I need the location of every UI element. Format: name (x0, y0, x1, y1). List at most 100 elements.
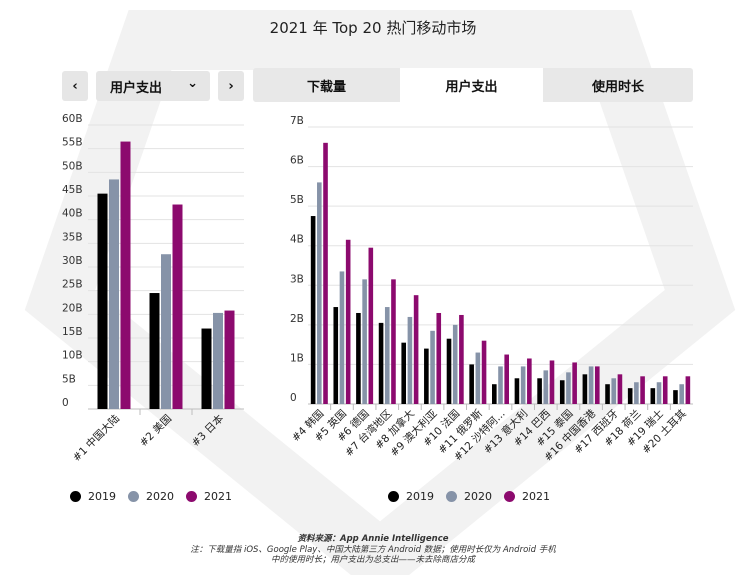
bar-2019 (514, 378, 520, 404)
y-tick-label: 15B (62, 326, 83, 338)
bar-2019 (356, 312, 361, 404)
bar-2021 (640, 376, 645, 404)
bar-2020 (362, 279, 367, 404)
bar-2019 (201, 328, 212, 409)
bar-2021 (323, 142, 328, 405)
bar-2019 (310, 216, 316, 404)
metric-select[interactable]: 用户支出 ⌄ (96, 71, 210, 101)
legend-dot (128, 491, 139, 502)
bar-2019 (97, 193, 108, 409)
legend-label: 2019 (88, 490, 116, 503)
y-tick-label: 50B (62, 160, 83, 172)
bar-2020 (566, 372, 571, 404)
bar-2021 (368, 247, 374, 404)
bar-2019 (605, 384, 610, 404)
source-note: 资料来源：App Annie Intelligence (297, 534, 449, 544)
legend-label: 2020 (146, 490, 174, 503)
y-tick-label: 10B (62, 350, 83, 362)
bar-2021 (172, 204, 183, 409)
y-tick-label: 20B (62, 302, 83, 314)
bar-2019 (401, 342, 407, 404)
bar-2021 (662, 376, 668, 404)
bar-2020 (384, 307, 390, 404)
chevron-left-icon: ‹ (72, 78, 78, 94)
next-button[interactable]: › (218, 71, 244, 101)
bar-2021 (549, 360, 555, 404)
metric-tabs: 下载量 用户支出 使用时长 (253, 68, 693, 102)
tab-downloads[interactable]: 下载量 (306, 79, 346, 95)
legend-item: 2019 (70, 490, 116, 503)
legend-right: 2019 2020 2021 (388, 490, 562, 503)
legend-dot (186, 491, 197, 502)
tab-time-spent[interactable]: 使用时长 (591, 79, 644, 95)
metric-select-value: 用户支出 (110, 80, 163, 96)
tab-user-spend[interactable]: 用户支出 (400, 68, 543, 102)
y-tick-label: 45B (62, 184, 83, 196)
bar-2020 (213, 312, 223, 409)
bar-2019 (378, 322, 384, 404)
bar-2020 (339, 271, 345, 404)
bar-2019 (446, 338, 452, 404)
legend-item: 2020 (446, 490, 492, 503)
legend-dot (504, 491, 515, 502)
y-tick-label: 30B (62, 255, 83, 267)
legend-item: 2021 (186, 490, 232, 503)
chevron-down-icon: ⌄ (187, 75, 198, 91)
bar-2021 (504, 354, 509, 404)
bar-2020 (407, 316, 413, 404)
legend-dot (446, 491, 457, 502)
bar-2019 (149, 293, 160, 409)
bar-2021 (685, 376, 691, 404)
y-tick-label: 25B (62, 279, 83, 291)
y-tick-label: 7B (290, 115, 304, 127)
y-tick-label: 3B (290, 273, 304, 285)
legend-item: 2019 (388, 490, 434, 503)
bar-2019 (424, 348, 429, 404)
page-title: 2021 年 Top 20 热门移动市场 (269, 19, 477, 37)
bar-2021 (345, 239, 351, 404)
bar-2019 (537, 378, 542, 404)
bar-2021 (459, 314, 464, 404)
y-tick-label: 40B (62, 208, 83, 220)
bar-2020 (430, 330, 435, 404)
legend-item: 2021 (504, 490, 550, 503)
legend-label: 2020 (464, 490, 492, 503)
y-tick-label: 6B (290, 155, 304, 167)
bar-2019 (673, 390, 678, 404)
y-tick-label: 55B (62, 137, 83, 149)
bar-2019 (627, 388, 633, 404)
bar-2019 (650, 388, 656, 404)
bar-2019 (492, 384, 497, 404)
legend-item: 2020 (128, 490, 174, 503)
bar-2020 (679, 384, 684, 404)
legend-left: 2019 2020 2021 (70, 490, 244, 503)
bar-2021 (594, 366, 600, 404)
bar-2021 (436, 312, 442, 404)
bar-2019 (559, 380, 565, 404)
bar-2020 (109, 179, 119, 409)
bar-2020 (498, 366, 503, 404)
footnote-line-1: 注：下载量指 iOS、Google Play、中国大陆第三方 Android 数… (190, 545, 556, 555)
y-tick-label: 5B (62, 373, 76, 385)
legend-dot (388, 491, 399, 502)
previous-button[interactable]: ‹ (62, 71, 88, 101)
bar-2021 (572, 362, 577, 404)
bar-2020 (656, 382, 662, 404)
bar-2021 (527, 358, 532, 404)
legend-dot (70, 491, 81, 502)
x-tick-label: #3 日本 (189, 412, 227, 450)
bar-2019 (469, 364, 474, 404)
legend-label: 2021 (204, 490, 232, 503)
bar-2021 (481, 340, 487, 404)
chevron-right-icon: › (228, 78, 234, 94)
legend-label: 2021 (522, 490, 550, 503)
bar-2019 (333, 307, 339, 404)
y-tick-label: 0 (62, 397, 69, 409)
legend-label: 2019 (406, 490, 434, 503)
y-tick-label: 5B (290, 194, 304, 206)
y-tick-label: 0 (290, 392, 297, 404)
x-tick-label: #1 中国大陆 (70, 412, 123, 465)
bar-2020 (317, 182, 322, 404)
bar-2020 (161, 254, 171, 409)
